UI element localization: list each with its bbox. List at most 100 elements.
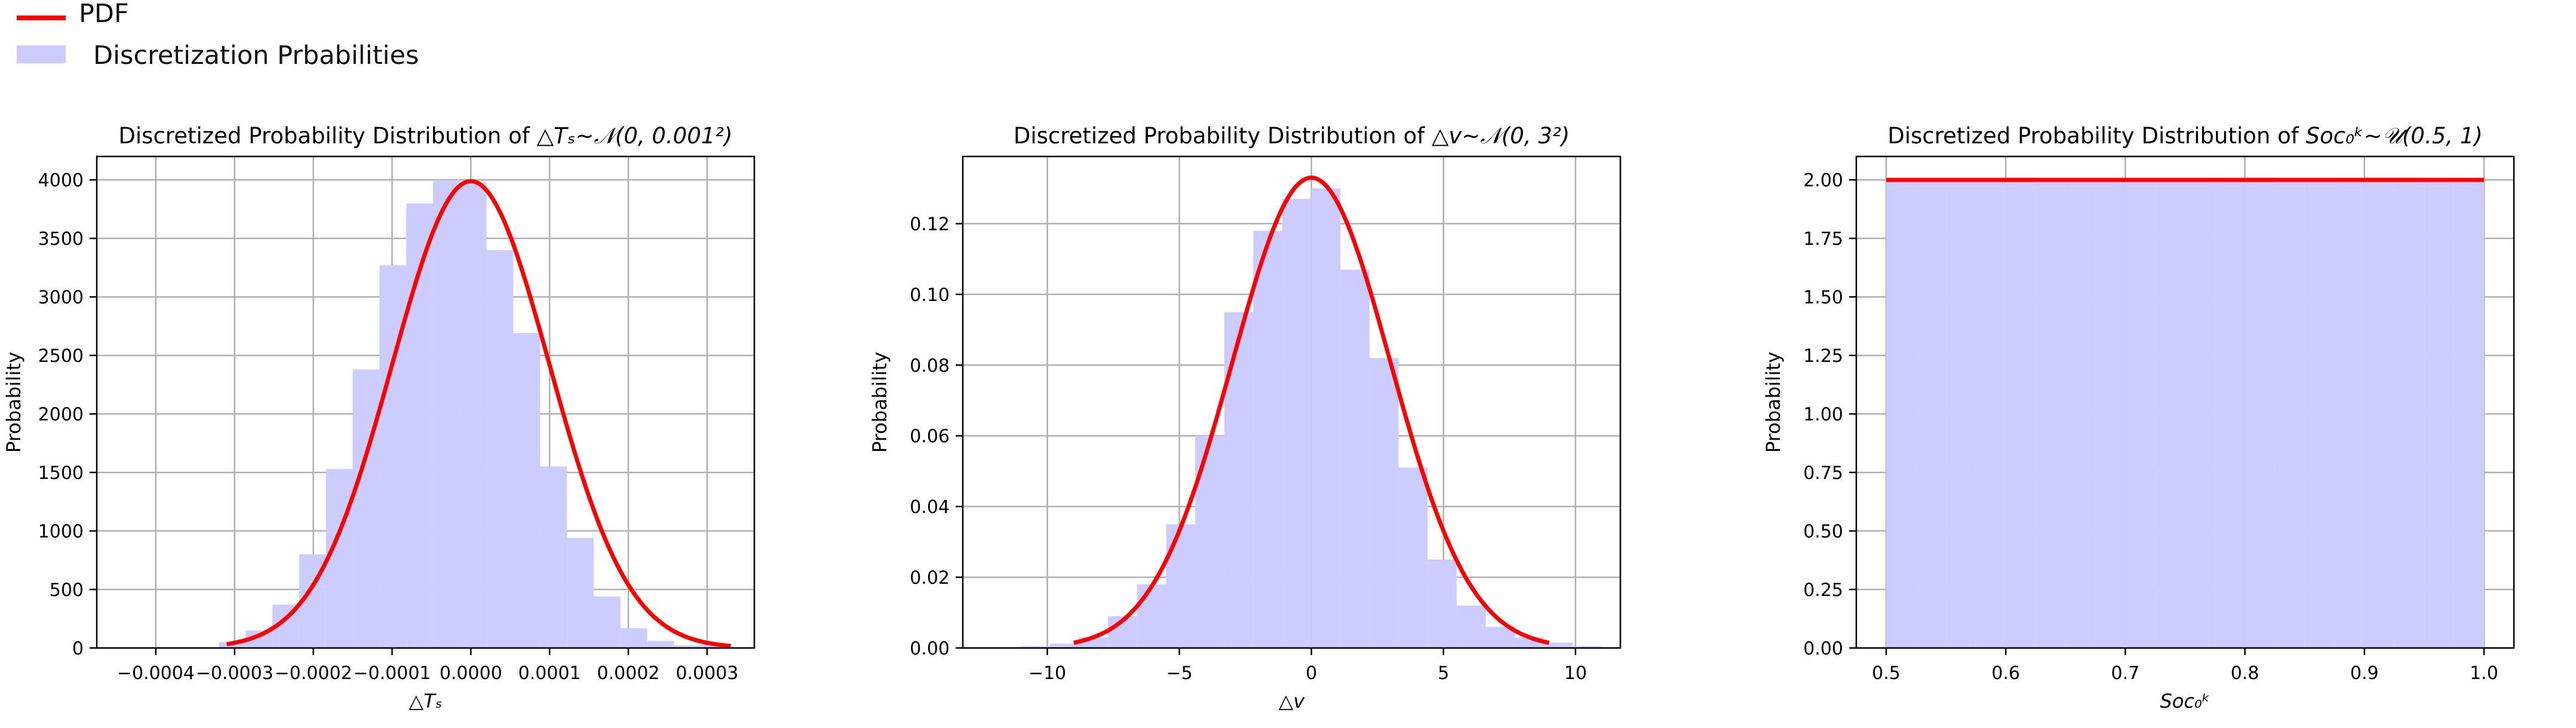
histogram-bar <box>1916 180 1946 648</box>
x-axis-label: △v <box>1279 690 1306 712</box>
histogram-bar <box>1282 199 1312 648</box>
x-tick-label: 0.6 <box>1991 663 2020 684</box>
histogram-bar <box>1224 312 1254 648</box>
histogram-bar <box>2424 179 2454 648</box>
histogram-bar <box>2274 180 2305 648</box>
histogram-bar <box>2006 177 2036 648</box>
y-axis-label: Probability <box>1762 352 1785 453</box>
histogram-bar <box>1369 358 1399 648</box>
y-tick-label: 3500 <box>38 229 84 250</box>
histogram-bar <box>1946 179 1976 648</box>
y-tick-label: 0.10 <box>910 285 950 306</box>
x-tick-label: −0.0001 <box>353 663 431 684</box>
y-tick-label: 0.50 <box>1803 521 1843 542</box>
histogram-bar <box>540 466 567 648</box>
histogram-bar <box>1976 180 2006 648</box>
x-tick-label: 0.9 <box>2350 663 2379 684</box>
histogram-bar <box>2245 177 2275 648</box>
x-tick-label: −10 <box>1028 663 1066 684</box>
y-tick-label: 0.25 <box>1803 580 1843 601</box>
x-tick-label: 0.5 <box>1872 663 1900 684</box>
histogram-bar <box>352 369 380 648</box>
y-tick-label: 1.00 <box>1803 404 1843 425</box>
chart-title-math: △Tₛ∼𝒩(0, 0.001²) <box>537 123 733 149</box>
histogram-bar <box>620 628 647 648</box>
histogram-bar <box>567 537 594 648</box>
pdf-curve <box>1073 176 1550 645</box>
y-tick-label: 0.00 <box>910 638 950 659</box>
histogram-bar <box>1166 524 1196 648</box>
histogram-bar <box>1137 584 1166 648</box>
y-tick-label: 0.02 <box>910 568 950 589</box>
histogram-bar <box>433 181 460 648</box>
x-tick-label: −0.0003 <box>196 663 274 684</box>
y-tick-label: 0 <box>72 638 84 659</box>
y-tick-label: 2.00 <box>1803 170 1843 191</box>
x-tick-label: 0.7 <box>2111 663 2140 684</box>
histogram-bar <box>2155 180 2185 648</box>
x-tick-label: −0.0002 <box>275 663 352 684</box>
histogram-bar <box>406 203 434 648</box>
histogram-bar <box>1886 181 1917 648</box>
x-tick-label: −5 <box>1166 663 1192 684</box>
chart-title-math: Soc₀ᵏ∼𝒰(0.5, 1) <box>2306 123 2483 149</box>
y-tick-label: 0.08 <box>910 355 950 376</box>
histogram-bar <box>2185 181 2215 648</box>
histogram-bar <box>2035 181 2066 648</box>
histogram-bar <box>2394 177 2424 648</box>
histogram-bar <box>2095 179 2126 648</box>
chart-title-text: Discretized Probability Distribution of <box>1014 123 1432 149</box>
y-axis-label: Probability <box>868 352 891 453</box>
x-tick-label: 0.8 <box>2231 663 2259 684</box>
histogram-bar <box>1485 626 1515 648</box>
histogram-bar <box>326 469 353 648</box>
histogram-bar <box>2065 180 2096 648</box>
y-axis-label: Probability <box>2 352 25 453</box>
legend-entry-pdf: PDF <box>0 0 538 36</box>
x-axis-label: △Tₛ <box>409 690 442 712</box>
y-tick-label: 3000 <box>38 287 84 308</box>
histogram-bar <box>1311 188 1341 648</box>
histogram-bar <box>2215 179 2245 648</box>
histogram-bar <box>1456 605 1486 648</box>
histogram-bar <box>1427 559 1457 648</box>
y-tick-label: 0.75 <box>1803 463 1843 484</box>
x-tick-label: 5 <box>1438 663 1449 684</box>
histogram-bar <box>1049 643 1079 648</box>
pdf-curve <box>226 179 731 649</box>
axes-frame <box>962 155 1622 649</box>
histogram-bar <box>2334 179 2365 648</box>
histogram-bar <box>486 250 514 648</box>
chart-panel-3: 0.5 0.6 0.7 0.8 0.9 1.0 0.00 0.25 0.50 0.75 1.00 1.… <box>1762 123 2515 712</box>
histogram-bar <box>1573 646 1602 648</box>
histogram-bar <box>1543 643 1573 648</box>
histogram-bar <box>1253 231 1283 648</box>
chart-title: Discretized Probability Distribution of … <box>118 123 732 149</box>
chart-panel-2: −10 −5 0 5 10 0.00 0.02 0.04 0.06 0.08 0.10 0.12 Dis… <box>868 123 1622 712</box>
chart-panel-1: −0.0004 −0.0003 −0.0002 −0.0001 0.0000 0.0001… <box>2 123 756 712</box>
y-tick-label: 1.75 <box>1803 229 1843 250</box>
chart-title-math: △v∼𝒩(0, 3²) <box>1432 123 1570 149</box>
histogram-bar <box>459 182 487 649</box>
histogram-bar <box>513 333 541 648</box>
x-tick-label: 0 <box>1306 663 1317 684</box>
histogram-bar <box>647 641 674 648</box>
y-tick-label: 1500 <box>38 463 84 484</box>
y-tick-label: 1000 <box>38 521 84 542</box>
histogram-bar <box>701 644 728 648</box>
histogram-bar <box>594 596 621 648</box>
chart-title-text: Discretized Probability Distribution of <box>1887 123 2305 149</box>
x-tick-label: 10 <box>1564 663 1587 684</box>
y-tick-label: 4000 <box>38 170 84 191</box>
chart-title: Discretized Probability Distribution of … <box>1887 123 2482 149</box>
x-axis-label: Soc₀ᵏ <box>2160 690 2210 712</box>
y-tick-label: 500 <box>50 580 84 601</box>
legend-line-swatch <box>17 16 66 20</box>
histogram-bar <box>674 646 701 648</box>
y-tick-label: 0.00 <box>1803 638 1843 659</box>
histogram-bar <box>1398 468 1428 648</box>
y-tick-label: 0.12 <box>910 214 950 235</box>
chart-title: Discretized Probability Distribution of … <box>1014 123 1570 149</box>
y-tick-label: 2500 <box>38 346 84 367</box>
